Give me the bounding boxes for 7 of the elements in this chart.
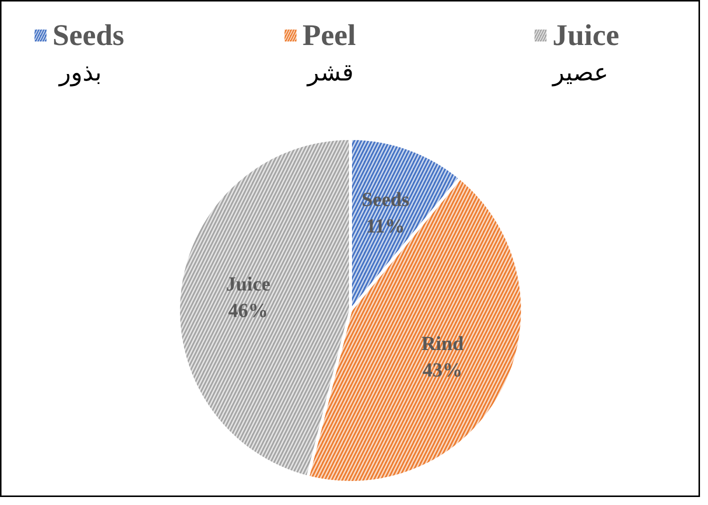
text: بذور — [58, 58, 102, 86]
legend-label: Seeds — [52, 19, 124, 52]
legend-label: Peel — [302, 19, 356, 52]
data-label: Juice 46% — [226, 273, 270, 322]
text: عصير — [552, 58, 608, 86]
legend-label: Juice — [552, 19, 620, 52]
text: قشر — [306, 58, 354, 86]
